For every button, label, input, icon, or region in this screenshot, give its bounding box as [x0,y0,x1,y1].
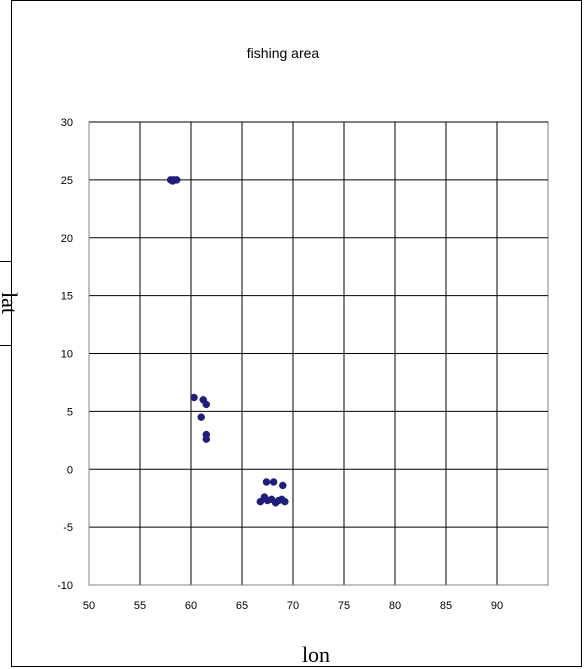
chart-title: fishing area [247,45,320,61]
y-tick-label: 5 [67,406,73,418]
tick-labels: 50 55 60 65 70 75 80 85 90 -10 -5 0 5 10 15 20 25 30 [57,117,503,612]
scatter-point [281,497,289,506]
scatter-point [202,400,211,409]
x-tick-label: 70 [287,600,299,612]
scatter-point [262,478,271,486]
y-axis-title-rule-bottom [0,345,11,346]
x-tick-label: 50 [83,600,95,612]
y-tick-label: 15 [61,291,73,303]
x-axis-title: lon [302,642,330,667]
x-tick-label: 90 [491,600,503,612]
y-tick-label: -10 [57,580,73,592]
x-tick-label: 55 [134,600,146,612]
y-axis-title: lat [0,292,22,314]
y-tick-label: 30 [61,117,73,129]
y-tick-label: 25 [61,175,73,187]
scatter-point [202,435,211,443]
scatter-point [190,393,198,402]
y-tick-label: 10 [61,349,73,361]
y-tick-label: 20 [61,233,73,245]
y-axis-title-rule-top [0,261,11,262]
data-points [166,176,289,507]
y-tick-label: -5 [63,522,73,534]
scatter-point [197,413,205,421]
y-tick-label: 0 [67,464,73,476]
x-tick-label: 85 [440,600,452,612]
x-tick-label: 80 [389,600,401,612]
grid [88,121,549,586]
scatter-point [269,478,278,486]
x-tick-label: 65 [236,600,248,612]
x-tick-label: 75 [338,600,350,612]
x-tick-label: 60 [185,600,197,612]
scatter-point [279,481,287,490]
scatter-point [168,177,177,185]
